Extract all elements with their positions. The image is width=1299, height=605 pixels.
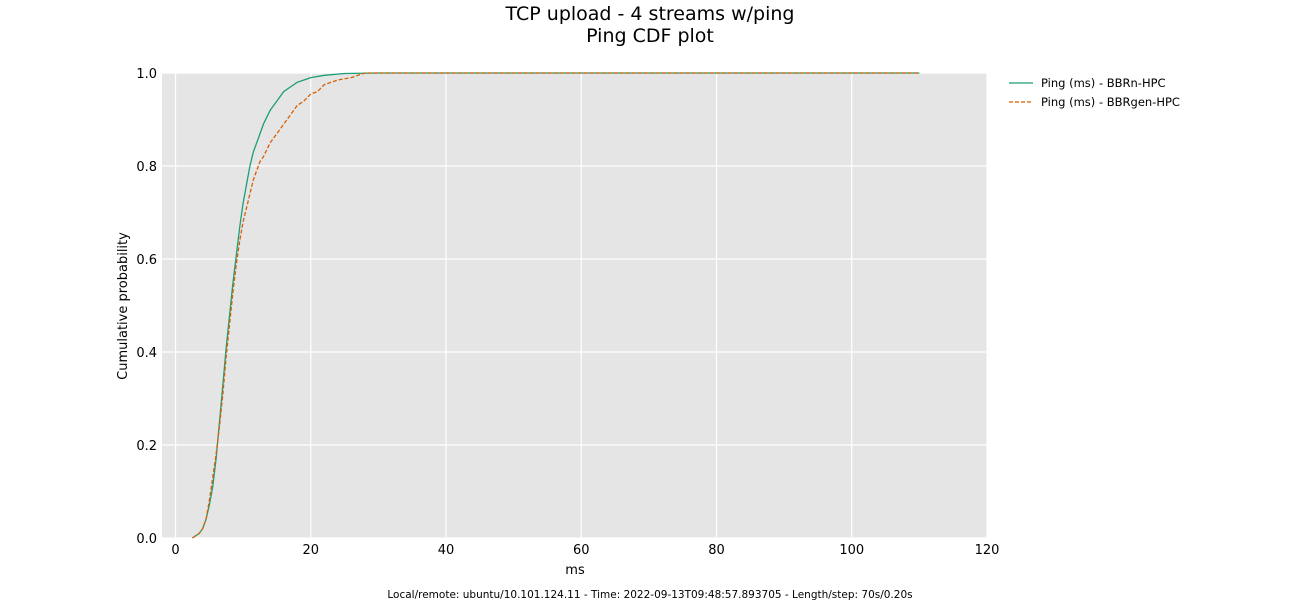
- x-tick-label: 40: [438, 543, 455, 558]
- y-tick-label: 0.6: [136, 253, 157, 268]
- series-line-1: [192, 72, 920, 539]
- y-tick-label: 0.4: [136, 346, 157, 361]
- footer-text: Local/remote: ubuntu/10.101.124.11 - Tim…: [387, 589, 912, 601]
- y-tick-labels: 0.0 0.2 0.4 0.6 0.8 1.0: [136, 67, 157, 547]
- chart-subtitle: Ping CDF plot: [586, 25, 714, 47]
- legend: Ping (ms) - BBRn-HPC Ping (ms) - BBRgen-H…: [1009, 76, 1180, 109]
- x-tick-labels: 0 20 40 60 80 100 120: [171, 543, 999, 558]
- legend-label: Ping (ms) - BBRgen-HPC: [1041, 95, 1180, 109]
- x-tick-label: 100: [839, 543, 864, 558]
- series-layer: [192, 72, 920, 539]
- x-axis-label: ms: [565, 563, 585, 578]
- y-tick-label: 0.8: [136, 160, 157, 175]
- x-tick-label: 120: [975, 543, 1000, 558]
- y-tick-label: 0.0: [136, 532, 157, 547]
- y-tick-label: 1.0: [136, 67, 157, 82]
- plot-area: [162, 73, 987, 538]
- x-tick-label: 60: [573, 543, 590, 558]
- y-axis-label: Cumulative probability: [116, 232, 131, 380]
- x-tick-label: 20: [302, 543, 319, 558]
- chart-title: TCP upload - 4 streams w/ping: [505, 3, 795, 25]
- x-tick-label: 0: [171, 543, 179, 558]
- y-tick-label: 0.2: [136, 439, 157, 454]
- series-line-2: [192, 72, 920, 539]
- x-tick-label: 80: [708, 543, 725, 558]
- legend-label: Ping (ms) - BBRn-HPC: [1041, 76, 1166, 90]
